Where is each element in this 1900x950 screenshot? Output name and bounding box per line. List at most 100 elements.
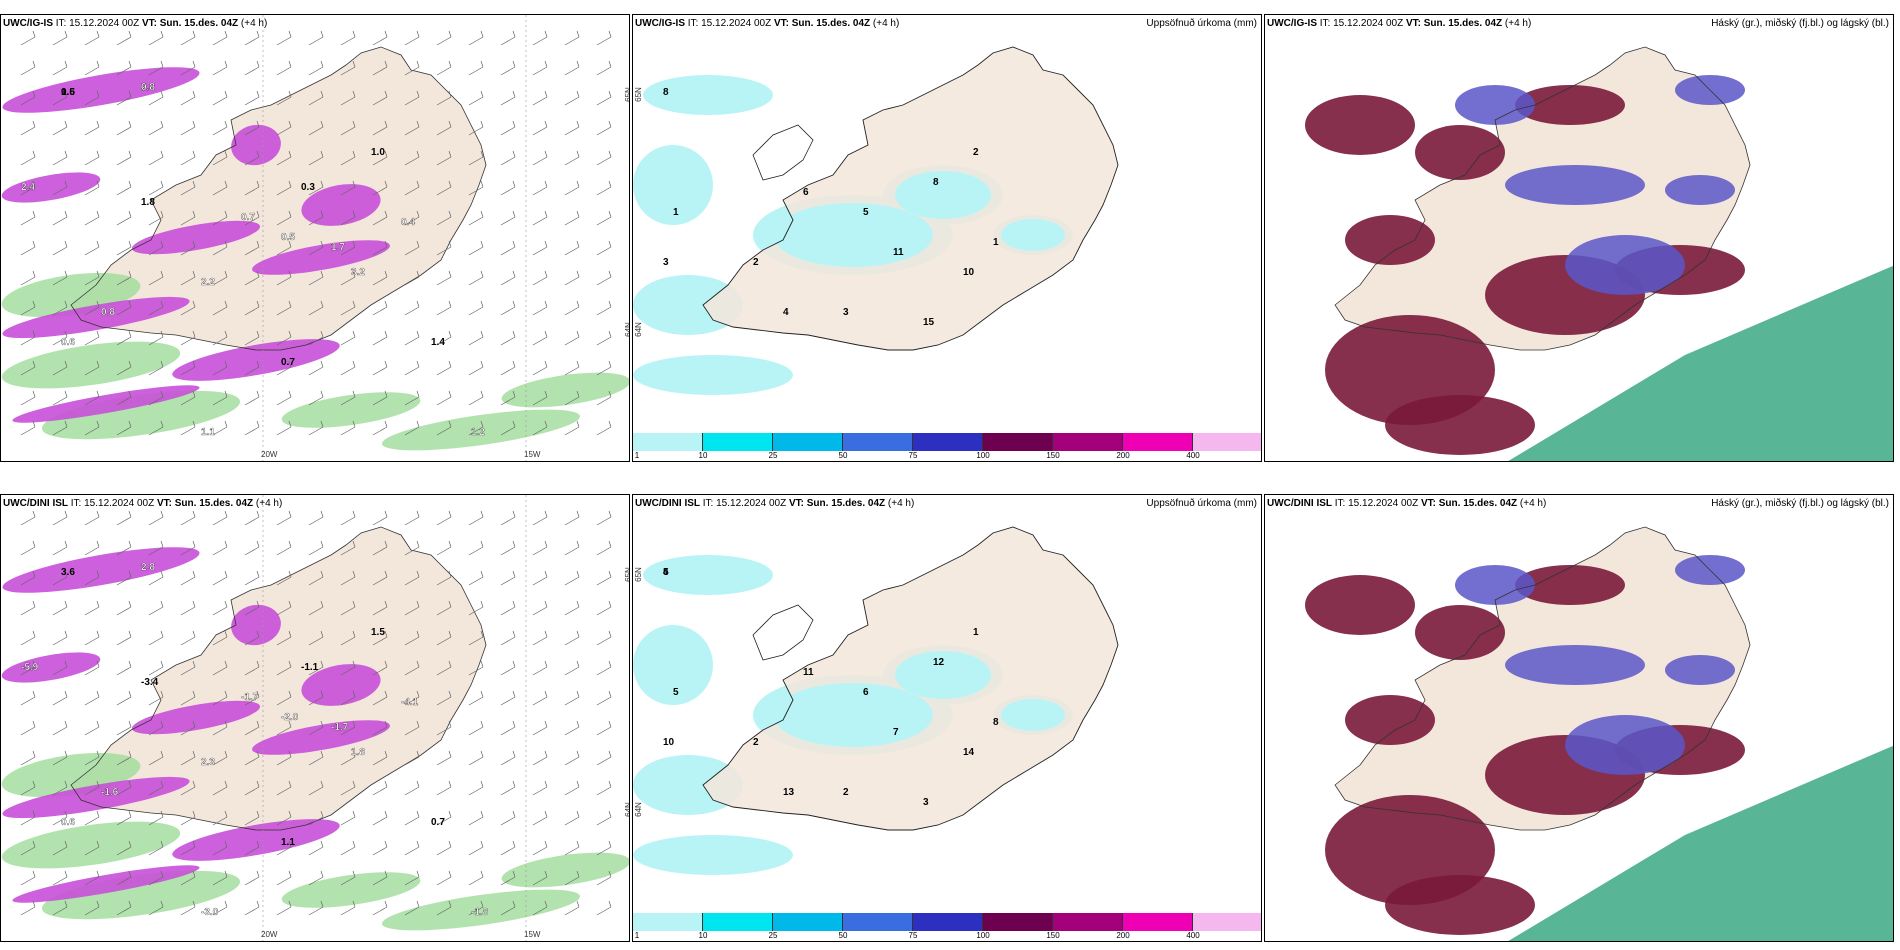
wind-barb	[340, 120, 356, 136]
wind-barb	[244, 60, 260, 76]
colorbar-tick-label: 200	[1116, 931, 1130, 940]
colorbar-segment	[913, 433, 983, 451]
wind-barb	[276, 690, 292, 706]
snow-area	[1, 172, 101, 203]
wind-barb	[52, 510, 68, 526]
wind-barb	[276, 870, 292, 886]
wind-barb	[500, 660, 516, 676]
temperature-value-label: -3.4	[141, 677, 159, 688]
wind-barb	[180, 600, 196, 616]
wind-barb	[212, 360, 228, 376]
wind-barb	[564, 840, 580, 856]
wind-barb	[308, 30, 324, 46]
precip-area	[633, 355, 793, 395]
wind-barb	[244, 510, 260, 526]
wind-barb	[436, 150, 452, 166]
wind-barb	[212, 810, 228, 826]
wind-barb	[436, 900, 452, 916]
init-time: 15.12.2024 00Z	[69, 18, 140, 29]
colorbar-segment	[633, 913, 703, 931]
wind-barb	[308, 180, 324, 196]
precip-value-label: 1	[993, 237, 999, 248]
wind-barb	[468, 60, 484, 76]
wind-barb	[148, 180, 164, 196]
colorbar-tick-label: 50	[838, 931, 848, 940]
wind-barb	[308, 240, 324, 256]
wind-barb	[436, 360, 452, 376]
panel-header: UWC/IG-IS IT: 15.12.2024 00Z VT: Sun. 15…	[3, 18, 267, 29]
colorbar-segment	[1053, 433, 1123, 451]
temperature-value-label: 1.2	[471, 427, 485, 438]
wind-barb	[308, 900, 324, 916]
lead-time: (+4 h)	[872, 18, 900, 29]
wind-barb	[468, 510, 484, 526]
fjord-outline	[752, 124, 814, 181]
wind-barb	[372, 780, 388, 796]
wind-barb	[340, 270, 356, 286]
wind-barb	[500, 600, 516, 616]
wind-barb	[404, 720, 420, 736]
wind-barb	[212, 510, 228, 526]
wind-barb	[276, 300, 292, 316]
temperature-value-label: 1.0	[371, 147, 385, 158]
wind-barb	[308, 300, 324, 316]
colorbar-tick-label: 10	[698, 451, 708, 460]
wind-barb	[212, 720, 228, 736]
valid-time: Sun. 15.des. 04Z	[1423, 18, 1503, 29]
wind-barb	[116, 870, 132, 886]
wind-barb	[532, 840, 548, 856]
snow-area	[1, 652, 101, 683]
wind-barb	[148, 870, 164, 886]
wind-barb	[244, 270, 260, 286]
wind-barb	[276, 510, 292, 526]
wind-barb	[404, 690, 420, 706]
wind-barb	[564, 510, 580, 526]
wind-barb	[180, 330, 196, 346]
wind-barb	[564, 330, 580, 346]
valid-time: Sun. 15.des. 04Z	[159, 18, 239, 29]
wind-barb	[20, 150, 36, 166]
wind-barb	[436, 840, 452, 856]
wind-barb	[84, 30, 100, 46]
wind-barb	[340, 570, 356, 586]
wind-barb	[404, 750, 420, 766]
wind-barb	[212, 180, 228, 196]
colorbar-ticks: 1 10 25 50 75 100 150 200 400	[633, 451, 1261, 461]
wind-barb	[212, 540, 228, 556]
wind-barb	[180, 90, 196, 106]
high-cloud-area	[1345, 695, 1435, 745]
wind-barb	[52, 750, 68, 766]
wind-barb	[116, 90, 132, 106]
wind-barb	[276, 780, 292, 796]
wind-barb	[340, 720, 356, 736]
wind-barb	[20, 30, 36, 46]
wind-barb	[52, 300, 68, 316]
wind-barb	[372, 270, 388, 286]
wind-barb	[20, 540, 36, 556]
colorbar-tick-label: 400	[1186, 451, 1200, 460]
wind-barb	[308, 420, 324, 436]
wind-barb	[148, 210, 164, 226]
init-time: 15.12.2024 00Z	[84, 498, 155, 509]
wind-barb	[468, 690, 484, 706]
wind-barb	[52, 660, 68, 676]
wind-barb	[596, 690, 612, 706]
wind-barb	[340, 660, 356, 676]
wind-barb	[244, 540, 260, 556]
precip-value-label: 6	[803, 187, 809, 198]
wind-barb	[116, 240, 132, 256]
model-name: UWC/IG-IS	[3, 18, 53, 29]
wind-barb	[564, 810, 580, 826]
valid-time: Sun. 15.des. 04Z	[174, 498, 254, 509]
wind-barb	[500, 720, 516, 736]
map-panel-cloud: UWC/DINI ISL IT: 15.12.2024 00Z VT: Sun.…	[1264, 494, 1894, 942]
wind-barb	[20, 60, 36, 76]
wind-barb	[532, 120, 548, 136]
wind-barb	[596, 90, 612, 106]
wind-barb	[404, 210, 420, 226]
wind-barb	[308, 150, 324, 166]
wind-barb	[372, 870, 388, 886]
wind-barb	[84, 360, 100, 376]
wind-barb	[212, 120, 228, 136]
wind-barb	[436, 240, 452, 256]
